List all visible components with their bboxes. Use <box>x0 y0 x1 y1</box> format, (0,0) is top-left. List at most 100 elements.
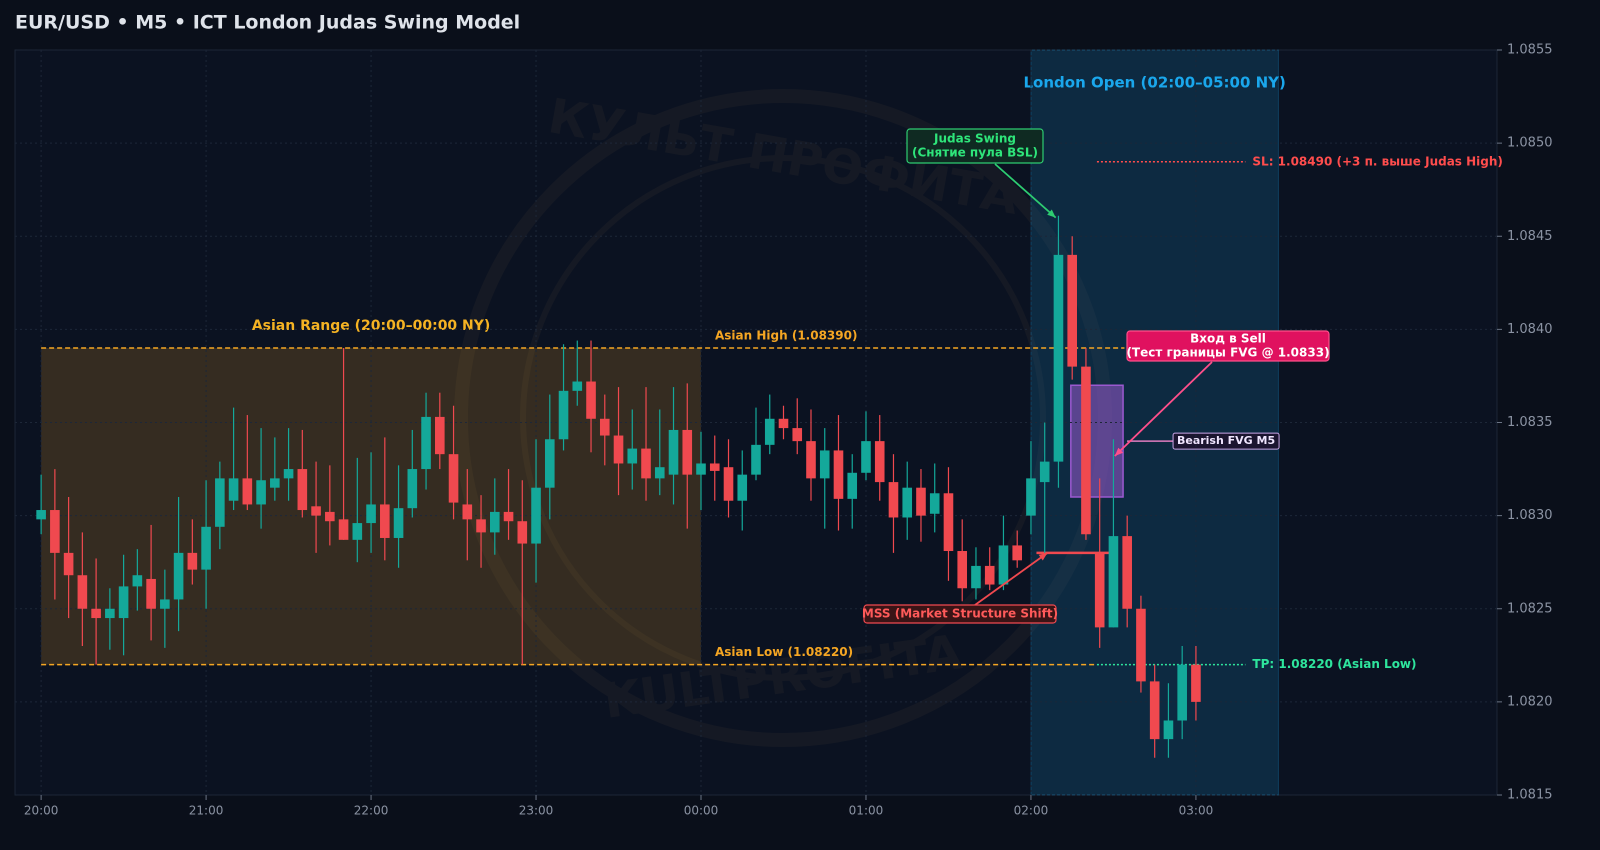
candle-body <box>874 441 885 483</box>
candle-body <box>36 510 46 520</box>
arrow-head <box>1114 447 1124 457</box>
candle-body <box>201 526 211 570</box>
candle-body <box>187 552 198 570</box>
candle-body <box>77 575 88 609</box>
candle-body <box>448 454 459 503</box>
candle-body <box>929 493 940 514</box>
annotation-arrow <box>974 552 1048 606</box>
level-label: Asian High (1.08390) <box>715 329 857 343</box>
y-tick-label: 1.0840 <box>1507 322 1553 337</box>
x-tick-label: 20:00 <box>24 804 59 818</box>
candle-body <box>256 480 266 505</box>
x-tick-label: 00:00 <box>684 804 719 818</box>
annotation-arrow <box>994 163 1057 219</box>
candle-body <box>654 467 665 479</box>
annotation-box <box>906 128 1044 164</box>
candle-body <box>916 487 926 516</box>
chart-title: EUR/USD • M5 • ICT London Judas Swing Mo… <box>15 12 520 34</box>
candle-body <box>517 521 528 544</box>
annotation-box <box>1126 330 1330 362</box>
candle-body <box>1163 720 1174 740</box>
x-tick-label: 02:00 <box>1014 804 1049 818</box>
arrow-head <box>1038 552 1048 561</box>
candle-body <box>861 441 871 473</box>
candle-body <box>737 474 748 501</box>
y-tick-label: 1.0845 <box>1507 229 1553 244</box>
candle-body <box>531 487 541 544</box>
x-tick-label: 22:00 <box>354 804 389 818</box>
candle-body <box>957 551 968 589</box>
candle-body <box>270 478 280 488</box>
zone-label: Bearish FVG M5 <box>1177 434 1275 447</box>
candle-body <box>902 487 913 518</box>
y-tick-label: 1.0815 <box>1507 788 1553 803</box>
watermark-ring <box>520 155 1046 681</box>
x-tick-label: 01:00 <box>849 804 884 818</box>
candle-body <box>847 472 858 499</box>
x-tick-label: 03:00 <box>1179 804 1214 818</box>
candle-body <box>682 429 693 475</box>
annotation-arrow <box>1114 361 1213 457</box>
level-label: Asian Low (1.08220) <box>715 645 853 659</box>
candle-body <box>1191 664 1201 702</box>
candle-body <box>380 504 390 538</box>
y-tick-label: 1.0820 <box>1507 694 1553 709</box>
annotation-text: MSS (Market Structure Shift) <box>862 607 1058 621</box>
candle-body <box>63 552 74 576</box>
candle-body <box>118 586 129 619</box>
annotation-text: (Снятие пула BSL) <box>912 146 1038 160</box>
candle-body <box>503 511 514 522</box>
candle-body <box>297 469 308 511</box>
candle-body <box>599 418 610 436</box>
candle-body <box>1136 608 1146 682</box>
candle-body <box>971 565 981 589</box>
x-tick-label: 21:00 <box>189 804 224 818</box>
candle-body <box>283 469 294 479</box>
y-tick-label: 1.0835 <box>1507 415 1553 430</box>
candle-body <box>325 511 335 522</box>
candle-body <box>215 478 225 527</box>
candle-body <box>1053 254 1064 462</box>
candle-body <box>627 448 638 464</box>
candle-body <box>338 519 349 540</box>
candle-body <box>572 381 583 391</box>
candle-body <box>160 599 170 609</box>
candle-body <box>819 450 830 479</box>
candle-body <box>132 575 143 587</box>
candle-body <box>778 418 789 429</box>
candle-body <box>586 381 596 419</box>
y-tick-label: 1.0825 <box>1507 601 1553 616</box>
candle-body <box>173 552 184 600</box>
candle-body <box>998 545 1009 585</box>
x-tick-label: 23:00 <box>519 804 554 818</box>
annotation-text: (Тест границы FVG @ 1.0833) <box>1126 346 1329 360</box>
candle-body <box>228 478 239 501</box>
candle-body <box>1039 461 1050 483</box>
candle-body <box>544 439 555 488</box>
candle-body <box>1122 536 1132 609</box>
candle-body <box>50 510 60 553</box>
y-tick-label: 1.0830 <box>1507 508 1553 523</box>
candle-body <box>696 463 706 475</box>
annotation-box <box>863 604 1057 624</box>
y-tick-label: 1.0855 <box>1507 43 1553 58</box>
annotation-text: Judas Swing <box>933 132 1016 146</box>
candle-body <box>146 578 156 609</box>
candle-body <box>792 428 803 442</box>
candle-body <box>1108 536 1119 628</box>
candle-body <box>668 429 679 475</box>
candle-body <box>421 416 431 470</box>
annotation-text: Вход в Sell <box>1190 332 1266 346</box>
candle-body <box>1026 478 1036 516</box>
candle-body <box>105 608 115 619</box>
zone <box>1070 384 1124 498</box>
candle-body <box>435 416 445 455</box>
candle-body <box>1081 366 1091 535</box>
candle-body <box>833 450 844 499</box>
candle-body <box>1149 681 1160 740</box>
candle-body <box>242 478 253 505</box>
candle-body <box>641 448 651 479</box>
candle-body <box>352 523 363 540</box>
candle-body <box>943 493 954 552</box>
candle-body <box>1177 664 1187 721</box>
